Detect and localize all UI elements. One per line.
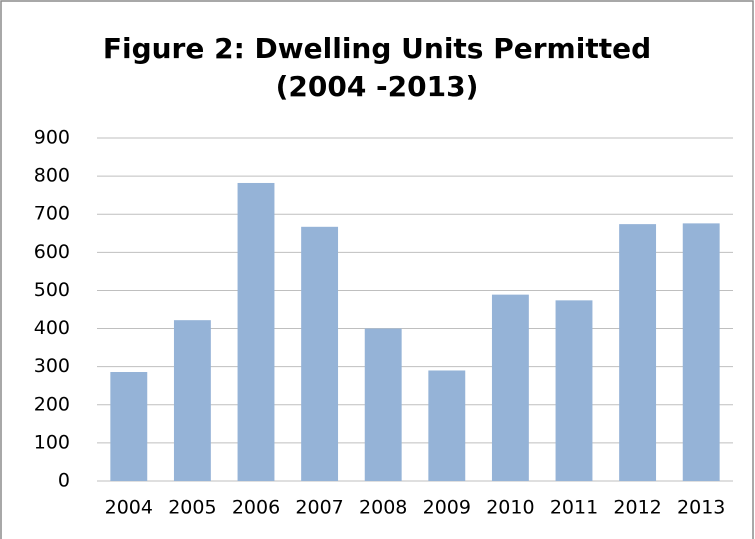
y-tick-label: 500 bbox=[34, 279, 70, 301]
x-tick-label: 2005 bbox=[168, 497, 216, 519]
bar bbox=[428, 370, 466, 481]
y-tick-label: 100 bbox=[34, 431, 70, 453]
chart-title: Figure 2: Dwelling Units Permitted bbox=[103, 32, 651, 65]
x-tick-label: 2008 bbox=[359, 497, 407, 519]
x-tick-label: 2004 bbox=[105, 497, 153, 519]
x-tick-label: 2011 bbox=[550, 497, 598, 519]
x-tick-label: 2010 bbox=[486, 497, 534, 519]
chart-title: (2004 -2013) bbox=[276, 70, 479, 103]
bar bbox=[301, 226, 339, 481]
x-tick-label: 2012 bbox=[613, 497, 661, 519]
y-tick-label: 300 bbox=[34, 355, 70, 377]
bar bbox=[619, 224, 657, 481]
y-tick-label: 600 bbox=[34, 241, 70, 263]
y-tick-label: 900 bbox=[34, 127, 70, 149]
bar bbox=[173, 320, 211, 481]
bar bbox=[110, 372, 148, 481]
bar bbox=[682, 223, 720, 481]
y-tick-label: 200 bbox=[34, 393, 70, 415]
bar bbox=[364, 328, 402, 481]
y-tick-label: 700 bbox=[34, 203, 70, 225]
x-tick-label: 2013 bbox=[677, 497, 725, 519]
x-tick-label: 2009 bbox=[423, 497, 471, 519]
x-tick-label: 2006 bbox=[232, 497, 280, 519]
bar bbox=[237, 182, 275, 481]
y-tick-label: 0 bbox=[58, 470, 70, 492]
bar bbox=[555, 300, 593, 481]
y-tick-label: 800 bbox=[34, 165, 70, 187]
x-tick-label: 2007 bbox=[295, 497, 343, 519]
y-tick-label: 400 bbox=[34, 317, 70, 339]
bar bbox=[491, 294, 529, 481]
